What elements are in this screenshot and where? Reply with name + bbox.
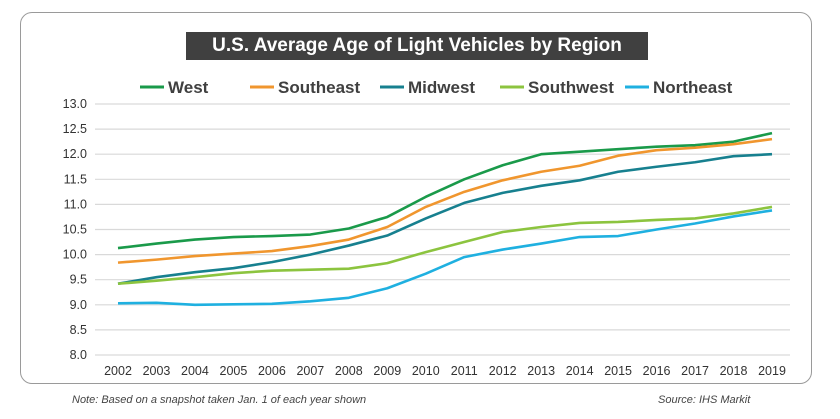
- y-tick-label: 8.0: [70, 348, 87, 362]
- x-tick-label: 2018: [720, 364, 748, 378]
- x-tick-label: 2010: [412, 364, 440, 378]
- x-tick-label: 2011: [451, 364, 478, 378]
- x-tick-label: 2002: [104, 364, 132, 378]
- series-line-southeast: [117, 137, 773, 264]
- series-line-west: [117, 131, 773, 250]
- x-tick-label: 2009: [373, 364, 401, 378]
- x-tick-label: 2008: [335, 364, 363, 378]
- x-tick-label: 2019: [758, 364, 786, 378]
- x-tick-label: 2014: [566, 364, 594, 378]
- series-line-midwest: [117, 152, 773, 285]
- legend-label-southwest: Southwest: [528, 78, 614, 97]
- source-note: Source: IHS Markit: [658, 394, 751, 406]
- y-tick-label: 11.0: [64, 197, 87, 211]
- y-tick-label: 12.5: [63, 122, 87, 136]
- x-tick-label: 2005: [220, 364, 248, 378]
- series-line-southwest: [117, 205, 773, 286]
- x-tick-label: 2013: [527, 364, 555, 378]
- x-tick-label: 2006: [258, 364, 286, 378]
- y-tick-label: 11.5: [64, 172, 87, 186]
- chart-frame: [20, 12, 812, 384]
- y-tick-label: 12.0: [63, 147, 87, 161]
- y-tick-label: 8.5: [70, 323, 87, 337]
- x-tick-label: 2016: [643, 364, 671, 378]
- x-tick-label: 2012: [489, 364, 517, 378]
- x-tick-label: 2004: [181, 364, 209, 378]
- series-line-northeast: [117, 209, 773, 307]
- x-tick-label: 2015: [604, 364, 632, 378]
- y-tick-label: 9.5: [70, 273, 87, 287]
- chart-title: U.S. Average Age of Light Vehicles by Re…: [186, 32, 648, 60]
- legend-label-southeast: Southeast: [278, 78, 361, 97]
- x-tick-label: 2017: [681, 364, 709, 378]
- x-tick-label: 2007: [296, 364, 324, 378]
- y-tick-label: 10.0: [63, 248, 87, 262]
- y-tick-label: 13.0: [63, 97, 87, 111]
- legend-label-midwest: Midwest: [408, 78, 475, 97]
- y-tick-label: 9.0: [70, 298, 87, 312]
- footnote: Note: Based on a snapshot taken Jan. 1 o…: [72, 394, 367, 406]
- y-tick-label: 10.5: [63, 223, 87, 237]
- x-tick-label: 2003: [143, 364, 171, 378]
- legend-label-west: West: [168, 78, 209, 97]
- legend-label-northeast: Northeast: [653, 78, 733, 97]
